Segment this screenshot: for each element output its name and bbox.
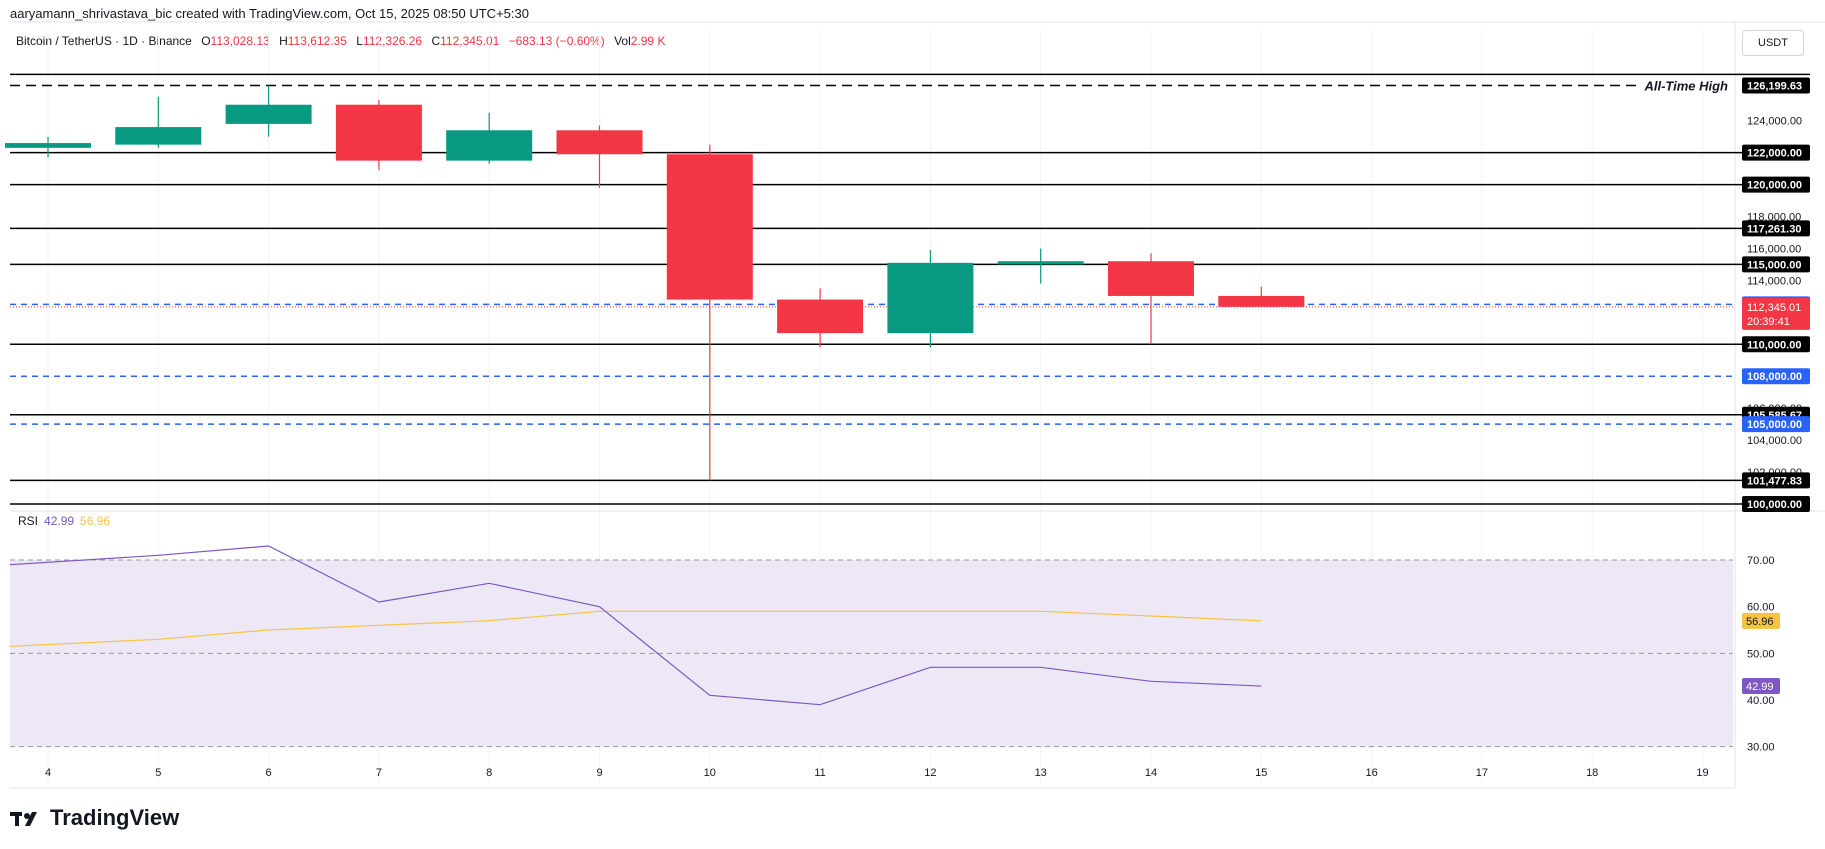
rsi-ma-value: 56.96	[80, 514, 111, 528]
candle-body	[556, 130, 643, 155]
rsi-band	[10, 560, 1733, 747]
level-label: 122,000.00	[1747, 148, 1802, 160]
candle-body	[5, 143, 91, 148]
time-tick-label: 7	[376, 767, 382, 779]
candle-body	[666, 154, 753, 300]
volume-label: Vol	[614, 34, 631, 48]
symbol-legend: Bitcoin / TetherUS · 1D · Binance O113,0…	[16, 34, 665, 48]
time-tick-label: 9	[596, 767, 602, 779]
candle-body	[1218, 295, 1305, 307]
open-value: 113,028.13	[210, 34, 270, 48]
time-tick-label: 11	[814, 767, 825, 779]
countdown-label: 20:39:41	[1747, 316, 1790, 328]
ath-annotation-bg	[1636, 76, 1732, 94]
time-tick-label: 15	[1255, 767, 1267, 779]
level-label: 100,000.00	[1747, 499, 1802, 511]
price-tick-label: 124,000.00	[1747, 116, 1802, 128]
rsi-axis-label: 42.99	[1746, 681, 1774, 693]
level-label-bg	[1742, 336, 1810, 353]
candle-body	[335, 104, 422, 161]
rsi-ma-line	[9, 610, 1262, 647]
price-axis: 124,000.00118,000.00116,000.00114,000.00…	[1742, 77, 1810, 754]
rsi-label: RSI	[18, 514, 39, 528]
candle-body	[225, 104, 312, 124]
rsi-tick-label: 50.00	[1747, 648, 1775, 660]
rsi-ma-axis-label-bg	[1742, 612, 1780, 629]
chart-credit: aaryamann_shrivastava_bic created with T…	[10, 6, 529, 21]
level-label: 120,000.00	[1747, 180, 1802, 192]
rsi-tick-label: 60.00	[1747, 602, 1775, 614]
time-tick-label: 16	[1365, 767, 1377, 779]
rsi-tick-label: 40.00	[1747, 695, 1775, 707]
currency-button[interactable]: USDT	[1742, 30, 1804, 56]
candle-body	[997, 261, 1084, 265]
last-price-label-bg	[1742, 297, 1810, 330]
level-label-bg	[1742, 256, 1810, 273]
time-tick-label: 5	[155, 767, 161, 779]
symbol-name[interactable]: Bitcoin / TetherUS · 1D · Binance	[16, 34, 192, 48]
time-tick-label: 6	[266, 767, 272, 779]
rsi-ma-axis-label: 56.96	[1746, 616, 1774, 628]
rsi-tick-label: 70.00	[1747, 555, 1775, 567]
tradingview-logo[interactable]: TradingView	[10, 805, 179, 831]
time-tick-label: 13	[1035, 767, 1047, 779]
ath-annotation: All-Time High	[1643, 79, 1728, 94]
tradingview-logo-icon	[10, 812, 37, 827]
level-label: 115,000.00	[1747, 259, 1801, 271]
open-label: O	[201, 34, 211, 48]
time-tick-label: 12	[924, 767, 936, 779]
level-label-bg	[1742, 176, 1810, 193]
price-tick-label: 116,000.00	[1747, 243, 1801, 255]
low-value: 112,326.26	[362, 34, 423, 48]
brand-name: TradingView	[50, 805, 180, 830]
level-label-bg	[1742, 472, 1810, 489]
time-tick-label: 18	[1586, 767, 1598, 779]
time-tick-label: 17	[1476, 767, 1488, 779]
time-axis: 4 5 6 7 8 9 10 11 12 13 14 15 16 17 18 19	[45, 767, 1709, 779]
price-chart[interactable]: All-Time High 124,000.00118,000.00116,00…	[0, 0, 1825, 800]
level-label: 110,000.00	[1747, 339, 1801, 351]
candle-body	[777, 299, 864, 334]
close-label: C	[431, 34, 441, 48]
time-tick-label: 10	[704, 767, 716, 779]
rsi-axis-label-bg	[1742, 678, 1780, 695]
rsi-line	[9, 545, 1262, 706]
ath-label: 126,199.63	[1747, 81, 1802, 93]
candles	[5, 85, 1305, 481]
price-tick-label: 114,000.00	[1747, 275, 1801, 287]
dashed-level-label-bg	[1742, 416, 1810, 433]
dashed-level-label: 105,000.00	[1747, 419, 1802, 431]
candle-body	[115, 127, 202, 145]
rsi-pane	[9, 545, 1733, 748]
time-tick-label: 14	[1145, 767, 1157, 779]
candle-body	[446, 130, 533, 161]
level-label: 101,477.83	[1747, 475, 1802, 487]
rsi-value: 42.99	[44, 514, 75, 528]
high-value: 113,612.35	[287, 34, 347, 48]
last-price-label: 112,345.01	[1747, 302, 1801, 314]
level-label-bg	[1742, 144, 1810, 161]
rsi-tick-label: 30.00	[1747, 742, 1775, 754]
dashed-level-label: 108,000.00	[1747, 371, 1802, 383]
time-tick-label: 4	[45, 767, 51, 779]
candle-body	[887, 262, 974, 334]
candle-body	[1108, 261, 1194, 296]
low-label: L	[356, 34, 363, 48]
price-tick-label: 104,000.00	[1747, 435, 1802, 447]
rsi-legend: RSI 42.99 56.96	[18, 514, 110, 528]
ath-label-bg	[1742, 77, 1810, 94]
dashed-level-label-bg	[1742, 368, 1810, 385]
level-label: 117,261.30	[1747, 223, 1801, 235]
close-value: 112,345.01	[440, 34, 500, 48]
change-value: −683.13 (−0.60%)	[508, 34, 605, 48]
level-label-bg	[1742, 496, 1810, 512]
high-label: H	[279, 34, 288, 48]
time-tick-label: 19	[1696, 767, 1708, 779]
time-tick-label: 8	[486, 767, 492, 779]
volume-value: 2.99 K	[630, 34, 666, 48]
level-label-bg	[1742, 220, 1810, 237]
